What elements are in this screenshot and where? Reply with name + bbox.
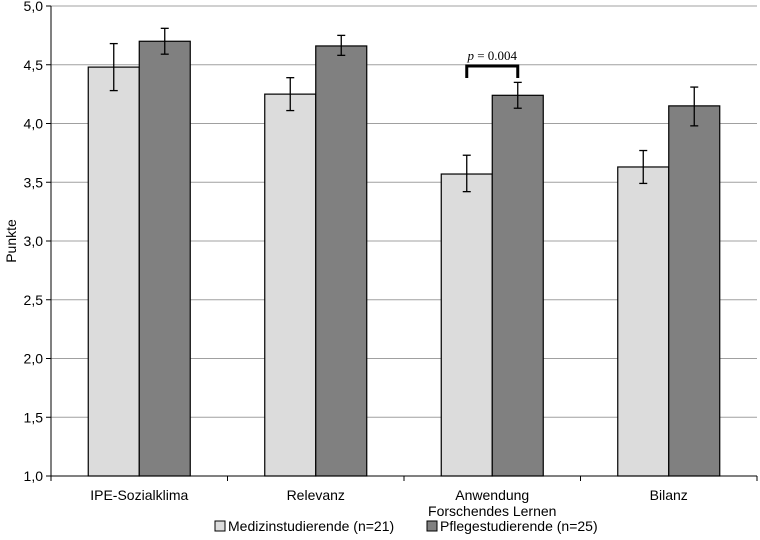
y-tick-label: 2,0 bbox=[24, 351, 44, 367]
legend-swatch bbox=[426, 520, 438, 532]
significance-bracket bbox=[465, 64, 520, 78]
x-category-label: Bilanz bbox=[650, 487, 688, 503]
bars-group bbox=[87, 40, 721, 477]
legend-swatch bbox=[214, 520, 226, 532]
y-tick-label: 5,0 bbox=[24, 0, 44, 14]
y-tick-label: 3,0 bbox=[24, 233, 44, 249]
axes-group bbox=[46, 5, 758, 481]
x-category-labels: IPE-Sozialklima Relevanz AnwendungForschen… bbox=[90, 487, 688, 519]
y-tick-label: 1,5 bbox=[24, 409, 44, 425]
y-tick-labels: 1,0 1,5 2,0 2,5 3,0 3,5 4,0 4,5 5,0 bbox=[24, 0, 44, 484]
x-category-label: Relevanz bbox=[287, 487, 345, 503]
bar bbox=[617, 166, 670, 477]
x-category-label: Anwendung bbox=[455, 487, 529, 503]
bar bbox=[440, 173, 493, 477]
significance-annotation: p = 0.004 bbox=[465, 48, 520, 78]
y-tick-label: 4,5 bbox=[24, 57, 44, 73]
legend: Medizinstudierende (n=21) Pflegestudieren… bbox=[214, 518, 598, 534]
bar bbox=[138, 40, 191, 477]
bar bbox=[491, 94, 544, 477]
bar bbox=[315, 45, 368, 477]
y-tick-label: 1,0 bbox=[24, 468, 44, 484]
y-tick-label: 3,5 bbox=[24, 174, 44, 190]
p-value-label: p = 0.004 bbox=[466, 48, 517, 63]
x-category-label: IPE-Sozialklima bbox=[90, 487, 188, 503]
bar bbox=[668, 105, 721, 477]
y-axis-title: Punkte bbox=[3, 219, 19, 263]
y-tick-label: 4,0 bbox=[24, 116, 44, 132]
y-tick-label: 2,5 bbox=[24, 292, 44, 308]
x-category-label: Forschendes Lernen bbox=[428, 503, 556, 519]
bar bbox=[87, 66, 140, 477]
legend-label: Medizinstudierende (n=21) bbox=[228, 518, 394, 534]
legend-label: Pflegestudierende (n=25) bbox=[440, 518, 598, 534]
error-bars-group bbox=[109, 27, 699, 193]
bar bbox=[264, 93, 317, 477]
